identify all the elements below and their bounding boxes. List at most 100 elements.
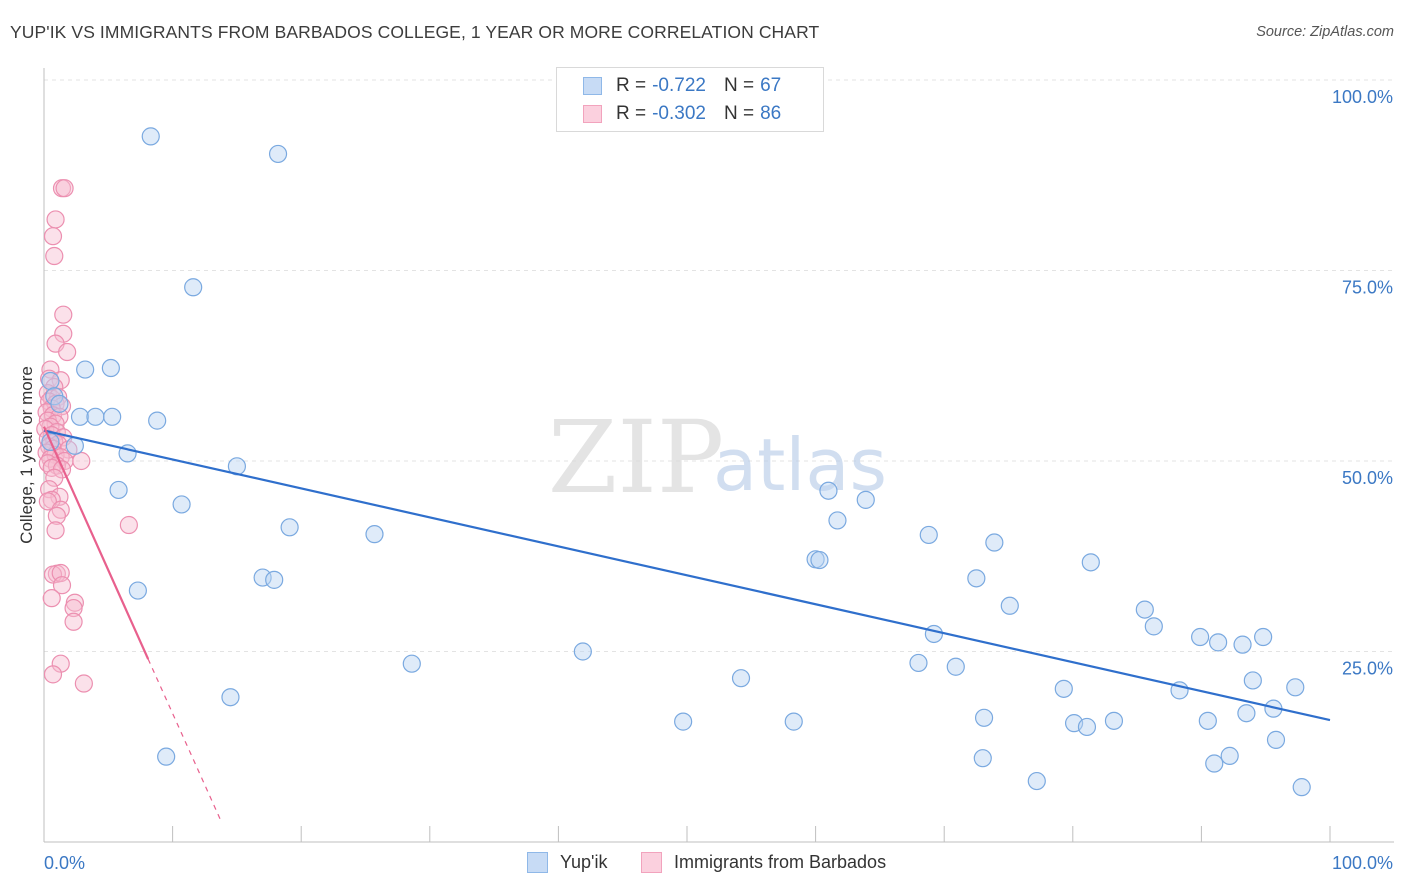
gridlines: [44, 79, 1394, 652]
barbados-point: [45, 468, 64, 487]
y-tick-label: 75.0%: [1342, 278, 1393, 298]
yupik-point: [1209, 633, 1228, 652]
yupik-point: [784, 712, 803, 731]
series-legend: Yup'ik Immigrants from Barbados: [0, 852, 1406, 878]
barbados-point: [72, 451, 91, 471]
yupik-point: [253, 568, 272, 587]
watermark: ZIP atlas: [548, 399, 887, 516]
barbados-point: [45, 246, 64, 266]
barbados-point: [54, 324, 73, 343]
y-tick-label: 25.0%: [1342, 659, 1393, 679]
barbados-point: [52, 576, 72, 595]
yupik-point: [70, 407, 90, 426]
trend-line-yupik: [43, 429, 1331, 722]
trend-line-barbados: [42, 426, 150, 660]
yupik-point: [1237, 704, 1256, 723]
barbados-point: [42, 589, 61, 608]
yupik-point: [221, 688, 240, 707]
x-tick-label-max: 100.0%: [1332, 853, 1393, 873]
yupik-point: [946, 657, 965, 676]
legend-swatch-barbados: [641, 852, 662, 873]
yupik-point: [101, 358, 120, 378]
yupik-point: [1000, 596, 1019, 615]
yupik-point: [573, 642, 592, 661]
yupik-point: [967, 569, 986, 588]
yupik-point: [41, 371, 60, 391]
stats-row-yupik: R = -0.722 N = 67: [583, 74, 781, 98]
y-tick-label: 50.0%: [1342, 468, 1393, 488]
yupik-point: [810, 550, 829, 570]
yupik-point: [974, 708, 994, 727]
barbados-point: [64, 612, 83, 631]
y-tick-labels: 100.0% 75.0% 50.0% 25.0%: [1332, 87, 1393, 679]
barbados-point: [64, 598, 83, 618]
yupik-point: [1104, 711, 1124, 730]
barbados-point: [46, 210, 65, 229]
chart-title: YUP'IK VS IMMIGRANTS FROM BARBADOS COLLE…: [10, 22, 820, 42]
yupik-point: [265, 570, 284, 589]
yupik-point: [103, 407, 122, 426]
yupik-point: [909, 653, 928, 673]
barbados-point: [47, 506, 66, 525]
yupik-point: [128, 581, 147, 600]
r-label: R =: [616, 75, 647, 96]
r-value-yupik: -0.722: [652, 75, 706, 96]
barbados-point: [38, 492, 57, 511]
yupik-point: [1292, 778, 1311, 797]
yupik-point: [1077, 717, 1097, 737]
yupik-point: [1205, 754, 1224, 773]
barbados-point: [54, 305, 73, 324]
legend-item-yupik: Yup'ik: [527, 852, 607, 873]
yupik-point: [1191, 627, 1210, 647]
n-value-barbados: 86: [760, 103, 782, 124]
yupik-point: [50, 394, 69, 413]
barbados-point: [119, 515, 138, 535]
yupik-point: [985, 533, 1004, 552]
yupik-point: [1144, 617, 1163, 636]
yupik-point: [141, 127, 160, 146]
stats-legend: R = -0.722 N = 67 R = -0.302 N = 86: [556, 67, 824, 132]
yupik-point: [402, 654, 421, 673]
stats-row-barbados: R = -0.302 N = 86: [583, 102, 781, 126]
yupik-point: [1198, 711, 1217, 730]
yupik-point: [172, 495, 191, 514]
trend-line-barbados-extension: [147, 658, 221, 820]
yupik-point: [1081, 553, 1100, 572]
yupik-point: [1243, 671, 1262, 690]
x-tick-labels: 0.0% 100.0%: [44, 853, 1393, 873]
n-value-yupik: 67: [760, 75, 782, 96]
barbados-point: [43, 665, 63, 684]
yupik-swatch: [583, 77, 602, 95]
legend-label-yupik: Yup'ik: [560, 852, 608, 872]
watermark-atlas: atlas: [713, 423, 887, 507]
trend-lines: [42, 426, 1331, 820]
yupik-point: [1027, 771, 1046, 791]
yupik-point: [919, 525, 938, 545]
series-yupik-points: [41, 127, 1311, 797]
barbados-point: [58, 342, 77, 362]
barbados-point: [74, 674, 93, 693]
yupik-point: [76, 360, 95, 379]
barbados-point: [55, 179, 74, 198]
barbados-point: [46, 521, 65, 540]
yupik-point: [1054, 679, 1073, 698]
yupik-point: [109, 480, 128, 500]
barbados-point: [43, 227, 63, 246]
yupik-point: [731, 669, 751, 688]
yupik-point: [1135, 600, 1154, 619]
yupik-point: [856, 490, 875, 509]
yupik-point: [828, 511, 847, 530]
legend-item-barbados: Immigrants from Barbados: [641, 852, 886, 873]
yupik-point: [1220, 746, 1239, 765]
yupik-point: [1254, 627, 1273, 647]
yupik-point: [184, 278, 203, 297]
yupik-point: [819, 481, 838, 500]
legend-swatch-yupik: [527, 852, 548, 873]
yupik-point: [924, 624, 944, 644]
source-label: Source: ZipAtlas.com: [1256, 24, 1394, 40]
yupik-point: [365, 525, 384, 544]
yupik-point: [674, 712, 693, 731]
barbados-swatch: [583, 105, 602, 123]
yupik-point: [1266, 730, 1286, 749]
